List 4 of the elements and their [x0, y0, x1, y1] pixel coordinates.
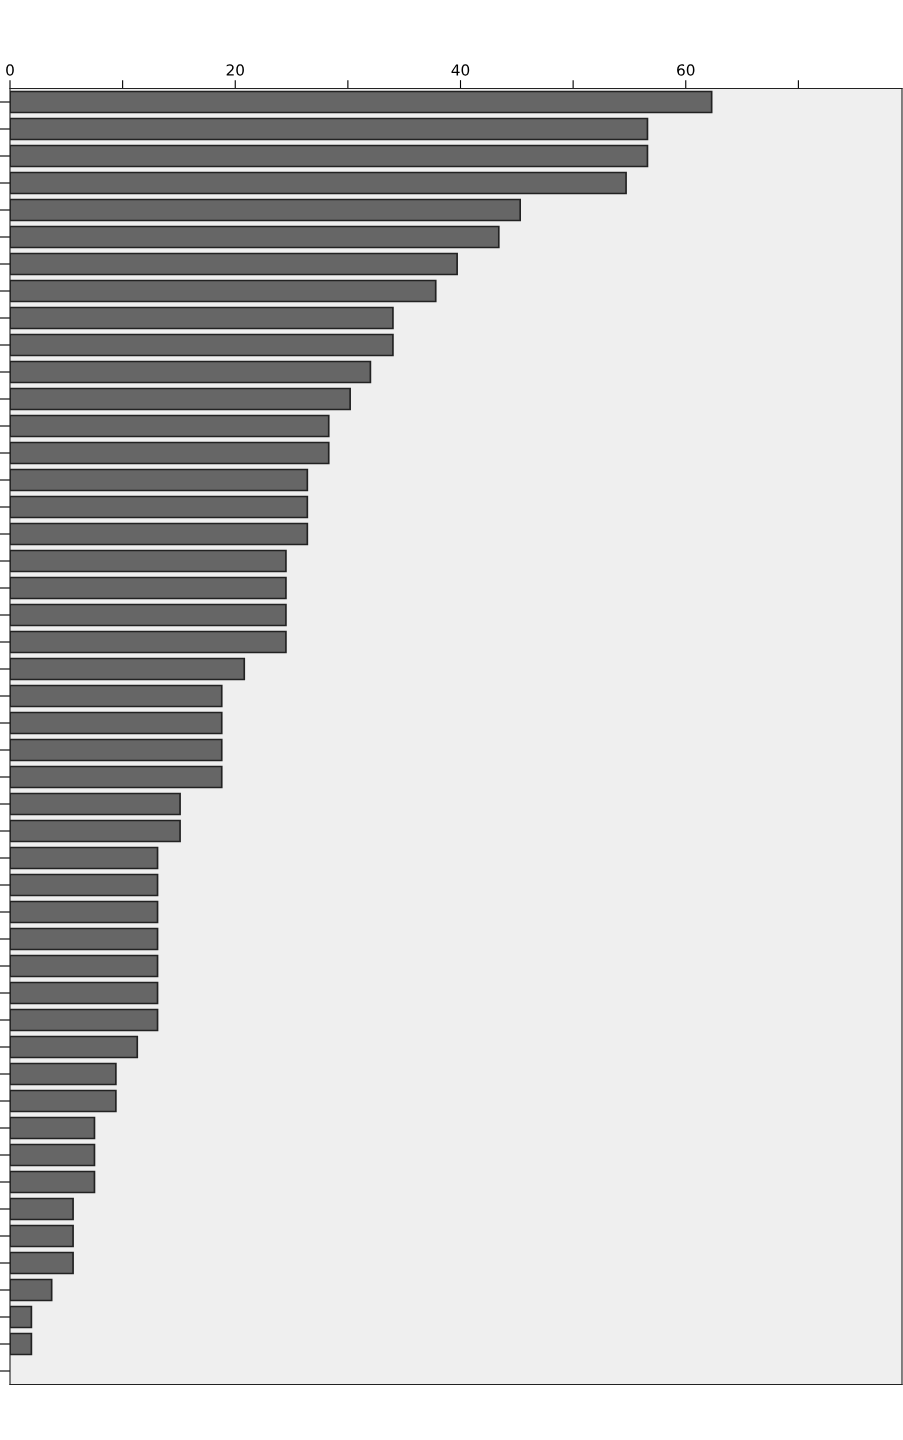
- x-tick-label: 20: [226, 64, 244, 76]
- x-tick-label: 60: [677, 64, 695, 76]
- x-tick-label: 40: [451, 64, 470, 76]
- x-tick-label: 0: [6, 64, 14, 76]
